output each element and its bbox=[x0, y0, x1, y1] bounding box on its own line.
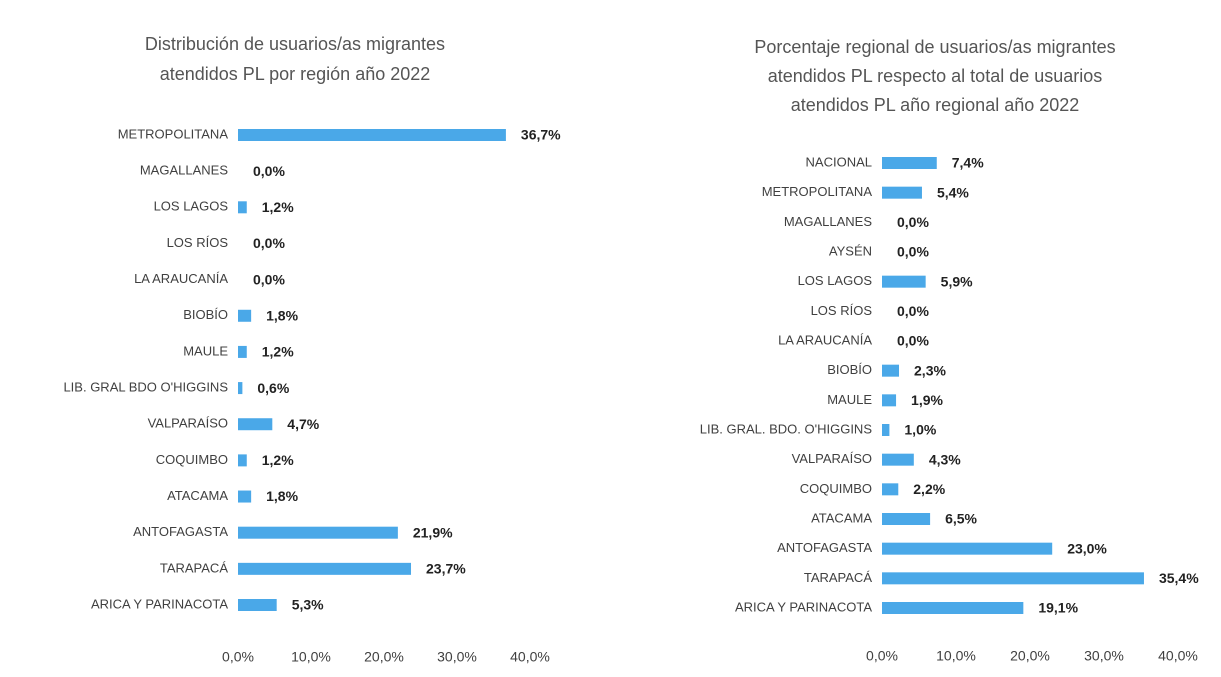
chart-title: atendidos PL año regional año 2022 bbox=[791, 95, 1080, 115]
x-tick-label: 30,0% bbox=[437, 649, 477, 665]
bar bbox=[238, 201, 247, 214]
data-label: 4,7% bbox=[287, 416, 319, 432]
data-label: 5,3% bbox=[292, 597, 324, 613]
category-label: MAGALLANES bbox=[140, 163, 228, 178]
category-label: LIB. GRAL BDO O'HIGGINS bbox=[63, 380, 228, 395]
category-label: METROPOLITANA bbox=[762, 184, 873, 199]
category-label: MAULE bbox=[183, 343, 228, 358]
x-tick-label: 20,0% bbox=[364, 649, 404, 665]
data-label: 35,4% bbox=[1159, 570, 1199, 586]
data-label: 0,0% bbox=[897, 244, 929, 260]
category-label: LOS RÍOS bbox=[167, 235, 229, 250]
category-label: ATACAMA bbox=[167, 488, 228, 503]
bar bbox=[882, 364, 900, 377]
data-label: 1,2% bbox=[262, 452, 294, 468]
category-label: ARICA Y PARINACOTA bbox=[91, 596, 228, 611]
x-tick-label: 40,0% bbox=[510, 649, 550, 665]
data-label: 23,0% bbox=[1067, 540, 1107, 556]
chart-title: Porcentaje regional de usuarios/as migra… bbox=[754, 37, 1115, 57]
category-label: LOS LAGOS bbox=[154, 199, 229, 214]
chart-title: atendidos PL por región año 2022 bbox=[160, 64, 431, 84]
data-label: 19,1% bbox=[1038, 600, 1078, 616]
bar bbox=[882, 572, 1144, 585]
category-label: LA ARAUCANÍA bbox=[134, 271, 228, 286]
data-label: 5,4% bbox=[937, 184, 969, 200]
data-label: 0,0% bbox=[253, 235, 285, 251]
bar bbox=[882, 186, 922, 199]
data-label: 1,2% bbox=[262, 344, 294, 360]
category-label: LA ARAUCANÍA bbox=[778, 332, 872, 347]
data-label: 36,7% bbox=[521, 127, 561, 143]
category-label: COQUIMBO bbox=[156, 452, 228, 467]
data-label: 5,9% bbox=[941, 273, 973, 289]
bar bbox=[238, 490, 252, 503]
x-tick-label: 10,0% bbox=[936, 648, 976, 664]
bar bbox=[882, 513, 931, 525]
category-label: VALPARAÍSO bbox=[148, 416, 228, 431]
data-label: 0,0% bbox=[897, 214, 929, 230]
category-label: BIOBÍO bbox=[827, 362, 872, 377]
category-label: MAGALLANES bbox=[784, 214, 872, 229]
bar bbox=[238, 345, 247, 358]
bar bbox=[882, 157, 937, 169]
bar bbox=[238, 599, 277, 611]
category-label: BIOBÍO bbox=[183, 307, 228, 322]
data-label: 7,4% bbox=[952, 155, 984, 171]
bar bbox=[882, 394, 897, 407]
bar bbox=[882, 542, 1053, 555]
chart-title: atendidos PL respecto al total de usuari… bbox=[768, 66, 1103, 86]
bar bbox=[882, 424, 890, 436]
data-label: 21,9% bbox=[413, 524, 453, 540]
chart-title: Distribución de usuarios/as migrantes bbox=[145, 34, 445, 54]
data-label: 0,0% bbox=[253, 271, 285, 287]
data-label: 0,0% bbox=[253, 163, 285, 179]
category-label: VALPARAÍSO bbox=[792, 451, 872, 466]
x-tick-label: 20,0% bbox=[1010, 648, 1050, 664]
data-label: 23,7% bbox=[426, 561, 466, 577]
bar bbox=[238, 309, 252, 322]
bar bbox=[882, 602, 1024, 614]
x-tick-label: 0,0% bbox=[866, 648, 898, 664]
category-label: LOS LAGOS bbox=[798, 273, 873, 288]
category-label: AYSÉN bbox=[829, 243, 872, 258]
category-label: COQUIMBO bbox=[800, 481, 872, 496]
category-label: ANTOFAGASTA bbox=[133, 524, 228, 539]
data-label: 2,3% bbox=[914, 362, 946, 378]
data-label: 0,6% bbox=[257, 380, 289, 396]
category-label: TARAPACÁ bbox=[804, 570, 872, 585]
data-label: 4,3% bbox=[929, 451, 961, 467]
category-label: ANTOFAGASTA bbox=[777, 540, 872, 555]
data-label: 0,0% bbox=[897, 303, 929, 319]
bar bbox=[238, 526, 398, 539]
bar bbox=[882, 275, 926, 288]
data-label: 6,5% bbox=[945, 511, 977, 527]
x-tick-label: 10,0% bbox=[291, 649, 331, 665]
category-label: MAULE bbox=[827, 392, 872, 407]
category-label: METROPOLITANA bbox=[118, 126, 229, 141]
data-label: 1,2% bbox=[262, 199, 294, 215]
data-label: 2,2% bbox=[913, 481, 945, 497]
category-label: TARAPACÁ bbox=[160, 560, 228, 575]
bar bbox=[238, 418, 273, 431]
category-label: ATACAMA bbox=[811, 510, 872, 525]
x-tick-label: 0,0% bbox=[222, 649, 254, 665]
x-tick-label: 30,0% bbox=[1084, 648, 1124, 664]
bar bbox=[238, 129, 506, 141]
bar bbox=[238, 562, 412, 575]
category-label: LIB. GRAL. BDO. O'HIGGINS bbox=[700, 421, 873, 436]
data-label: 0,0% bbox=[897, 333, 929, 349]
x-tick-label: 40,0% bbox=[1158, 648, 1198, 664]
bar bbox=[882, 483, 899, 496]
data-label: 1,9% bbox=[911, 392, 943, 408]
category-label: NACIONAL bbox=[806, 154, 872, 169]
bar bbox=[238, 382, 243, 395]
data-label: 1,8% bbox=[266, 488, 298, 504]
data-label: 1,0% bbox=[904, 422, 936, 438]
bar bbox=[882, 453, 914, 466]
category-label: ARICA Y PARINACOTA bbox=[735, 599, 872, 614]
bar bbox=[238, 454, 247, 467]
data-label: 1,8% bbox=[266, 307, 298, 323]
category-label: LOS RÍOS bbox=[811, 303, 873, 318]
